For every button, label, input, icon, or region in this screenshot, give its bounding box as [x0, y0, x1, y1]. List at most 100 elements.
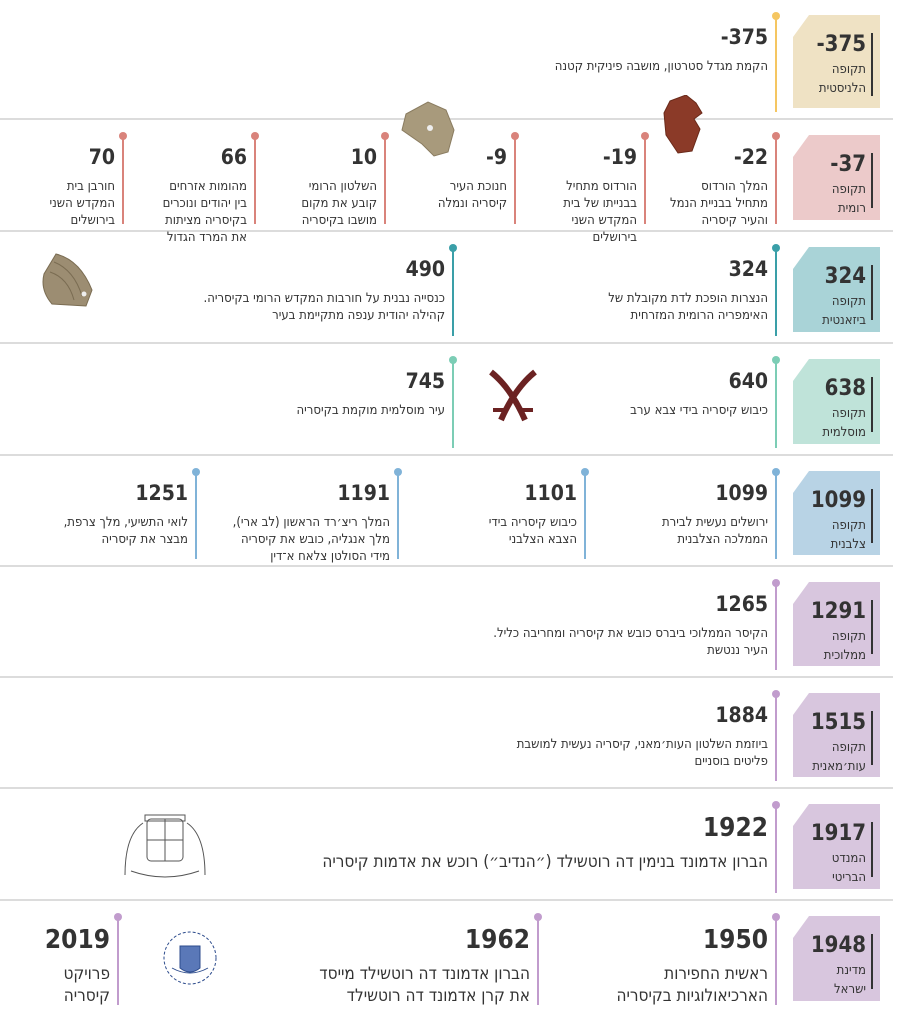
event-year: 2019 — [44, 925, 110, 955]
event-stem-line — [775, 248, 777, 336]
event-content: 490 כנסייה נבנית על חורבות המקדש הרומי בק… — [115, 256, 445, 324]
period-label: מדינת ישראל — [834, 963, 866, 997]
event-description: לואי התשיעי, מלך צרפת, מבצר את קיסריה — [63, 515, 188, 547]
event-year: 1191 — [337, 481, 390, 505]
event-content: 1099 ירושלים נעשית לבירת הממלכה הצלבנית — [588, 480, 768, 548]
period-info: 1917 המנדט הבריטי — [811, 822, 873, 885]
event-content: -22 המלך הורדוס מתחיל בבניית הנמל והעיר ק… — [648, 144, 768, 229]
event-description: המלך הורדוס מתחיל בבניית הנמל והעיר קיסר… — [670, 179, 768, 228]
event-stem-line — [775, 136, 777, 224]
event-stem-line — [254, 136, 256, 224]
event-description: הקמת מגדל סטרטון, מושבה פיניקית קטנה — [554, 59, 768, 74]
crossed-swords-icon — [485, 368, 540, 428]
event-content: -9 חנוכת העיר קיסריה ונמלה — [387, 144, 507, 212]
period-label: תקופה רומית — [831, 182, 866, 216]
artifact-shard-image — [398, 100, 458, 158]
period-label: תקופה הלניסטית — [818, 62, 866, 96]
period-box: 1948 מדינת ישראל — [793, 916, 880, 1001]
event-description: ביוזמת השלטון העות׳מאני, קיסריה נעשית למ… — [516, 737, 768, 769]
event-description: כיבוש קיסריה בידי הצבא הצלבני — [488, 515, 577, 547]
period-info: -37 תקופה רומית — [830, 152, 873, 216]
event-year: -22 — [733, 145, 768, 169]
event-year: 1950 — [702, 925, 768, 955]
period-start-year: -375 — [816, 32, 866, 57]
timeline-row: 1291 תקופה ממלוכית 1265 הקיסר הממלוכי ביברס… — [0, 567, 893, 678]
event-year: 1251 — [135, 481, 188, 505]
event-content: 1101 כיבוש קיסריה בידי הצבא הצלבני — [397, 480, 577, 548]
event-content: 1922 הברון אדמונד בנימין דה רוטשילד (״הנד… — [228, 813, 768, 873]
event-year: 1884 — [715, 703, 768, 727]
period-box: 1917 המנדט הבריטי — [793, 804, 880, 889]
event-year: 1099 — [715, 481, 768, 505]
period-box: -375 תקופה הלניסטית — [793, 15, 880, 108]
event-stem-line — [195, 472, 197, 559]
event-year: 1265 — [715, 592, 768, 616]
period-info: 1291 תקופה ממלוכית — [810, 599, 873, 663]
period-start-year: 1291 — [810, 599, 866, 624]
event-description: הורדוס מתחיל בבנייתו של בית המקדש השני ב… — [563, 179, 637, 245]
event-description: כיבוש קיסריה בידי צבא ערב — [630, 403, 768, 418]
event-year: -9 — [486, 145, 507, 169]
event-description: הברון אדמונד בנימין דה רוטשילד (״הנדיב״)… — [322, 852, 768, 872]
period-label: תקופה עות׳מאנית — [812, 740, 866, 774]
event-description: חורבן בית המקדש השני בירושלים — [49, 179, 116, 228]
period-info: 1099 תקופה צלבנית — [810, 488, 873, 552]
event-stem-line — [514, 136, 516, 224]
timeline-row: 638 תקופה מוסלמית קדומה 640 כיבוש קיסריה בי… — [0, 344, 893, 456]
event-description: השלטון הרומי קובע את מקום מושבו בקיסריה — [301, 179, 377, 228]
period-label: המנדט הבריטי — [831, 851, 866, 885]
event-stem-line — [775, 360, 777, 448]
event-stem-line — [452, 248, 454, 336]
event-content: 745 עיר מוסלמית מוקמת בקיסריה — [145, 368, 445, 419]
period-info: 1948 מדינת ישראל — [811, 934, 873, 997]
timeline-row: -37 תקופה רומית -22 המלך הורדוס מתחיל בבניי… — [0, 120, 893, 245]
period-label: תקופה מוסלמית קדומה — [822, 406, 866, 459]
rothschild-coat-of-arms-image — [115, 805, 215, 885]
event-description: מהומות אזרחים בין יהודים ונוכרים בקיסריה… — [162, 179, 247, 245]
event-description: המלך ריצ׳רד הראשון (לב ארי), מלך אנגליה,… — [232, 515, 390, 564]
period-box: 1291 תקופה ממלוכית — [793, 582, 880, 666]
event-description: עיר מוסלמית מוקמת בקיסריה — [296, 403, 445, 418]
event-stem-line — [117, 917, 119, 1005]
event-year: -19 — [602, 145, 637, 169]
event-description: כנסייה נבנית על חורבות המקדש הרומי בקיסר… — [203, 291, 445, 323]
period-box: 1099 תקופה צלבנית — [793, 471, 880, 555]
event-description: ראשית החפירות הארכיאולוגיות בקיסריה — [616, 964, 769, 1006]
event-content: -375 הקמת מגדל סטרטון, מושבה פיניקית קטנה — [468, 24, 768, 75]
period-info: 638 תקופה מוסלמית קדומה — [822, 376, 873, 440]
event-stem-line — [775, 917, 777, 1005]
event-year: -375 — [720, 25, 768, 49]
event-content: 10 השלטון הרומי קובע את מקום מושבו בקיסרי… — [257, 144, 377, 229]
event-stem-line — [775, 583, 777, 670]
event-stem-line — [775, 805, 777, 893]
period-box: 1515 תקופה עות׳מאנית — [793, 693, 880, 777]
event-stem-line — [775, 694, 777, 781]
event-stem-line — [452, 360, 454, 448]
event-content: -19 הורדוס מתחיל בבנייתו של בית המקדש השנ… — [517, 144, 637, 246]
period-box: 638 תקופה מוסלמית קדומה — [793, 359, 880, 444]
period-label: תקופה ביזאנטית — [822, 294, 866, 328]
event-description: הנצרות הופכת לדת מקובלת של האימפריה הרומ… — [608, 291, 768, 323]
rothschild-foundation-logo — [160, 918, 220, 998]
event-stem-line — [644, 136, 646, 224]
period-start-year: 1099 — [810, 488, 866, 513]
event-description: הברון אדמונד דה רוטשילד מייסד את קרן אדמ… — [319, 964, 530, 1006]
timeline-row: 324 תקופה ביזאנטית 324 הנצרות הופכת לדת מקו… — [0, 232, 893, 344]
event-year: 1962 — [464, 925, 530, 955]
artifact-red-fragment-image — [662, 94, 707, 155]
event-year: 66 — [220, 145, 247, 169]
period-start-year: 638 — [824, 376, 866, 401]
event-stem-line — [584, 472, 586, 559]
event-stem-line — [384, 136, 386, 224]
period-info: 324 תקופה ביזאנטית — [822, 265, 873, 328]
period-start-year: -37 — [830, 152, 866, 177]
period-info: 1515 תקופה עות׳מאנית — [810, 710, 873, 774]
period-label: תקופה ממלוכית — [823, 629, 866, 663]
period-label: תקופה צלבנית — [830, 518, 866, 552]
event-year: 1101 — [524, 481, 577, 505]
event-stem-line — [397, 472, 399, 559]
period-start-year: 1515 — [810, 710, 866, 735]
event-year: 324 — [728, 257, 768, 281]
event-description: הקיסר הממלוכי ביברס כובש את קיסריה ומחרי… — [493, 626, 768, 658]
